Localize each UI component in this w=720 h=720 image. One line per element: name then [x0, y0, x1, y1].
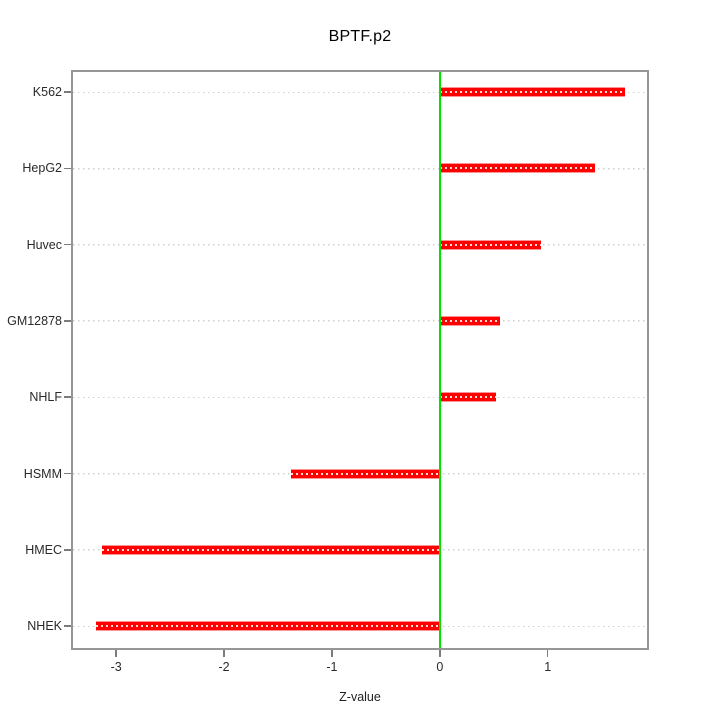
x-axis-tick [546, 650, 549, 657]
bar-hepg2 [439, 163, 596, 174]
bar-gm12878 [439, 315, 501, 326]
bar-hmec [102, 544, 440, 555]
y-axis-tick [64, 396, 71, 398]
x-axis-tick-label: -1 [326, 660, 338, 674]
y-axis-tick [64, 167, 71, 170]
y-axis-label-nhek: NHEK [27, 619, 62, 634]
chart-title: BPTF.p2 [328, 28, 392, 45]
bar-k562 [439, 87, 626, 97]
y-axis-label-hmec: HMEC [25, 542, 62, 557]
x-axis-tick-label: -2 [218, 660, 230, 674]
gridline [73, 320, 647, 323]
y-axis-tick [64, 320, 71, 322]
plot-area [71, 70, 649, 650]
zero-reference-line [439, 72, 441, 648]
gridline [73, 243, 647, 246]
bar-huvec [439, 239, 542, 250]
x-axis-tick-label: 0 [436, 660, 444, 674]
gridline [73, 167, 647, 170]
y-axis-label-hepg2: HepG2 [22, 161, 62, 176]
gridline [73, 396, 647, 399]
y-axis-tick [64, 243, 71, 246]
y-axis-label-huvec: Huvec [26, 237, 62, 252]
y-axis-tick [64, 472, 71, 475]
y-axis-label-gm12878: GM12878 [7, 313, 62, 328]
x-axis-tick [331, 650, 333, 657]
bar-nhek [95, 621, 441, 632]
y-axis-label-k562: K562 [32, 85, 62, 99]
bar-nhlf [439, 392, 497, 403]
x-axis-tick [439, 650, 441, 657]
x-axis-tick [115, 650, 117, 657]
gridline [73, 91, 647, 94]
bar-hsmm [290, 468, 440, 479]
x-axis-tick [223, 650, 225, 657]
x-axis-tick-label: -3 [110, 660, 122, 674]
x-axis-title: Z-value [339, 690, 381, 704]
y-axis-tick [64, 91, 71, 93]
y-axis-tick [64, 625, 71, 627]
y-axis-label-nhlf: NHLF [29, 390, 62, 405]
y-axis-label-hsmm: HSMM [23, 466, 62, 481]
x-axis-tick-label: 1 [544, 660, 552, 674]
y-axis-tick [64, 549, 71, 551]
